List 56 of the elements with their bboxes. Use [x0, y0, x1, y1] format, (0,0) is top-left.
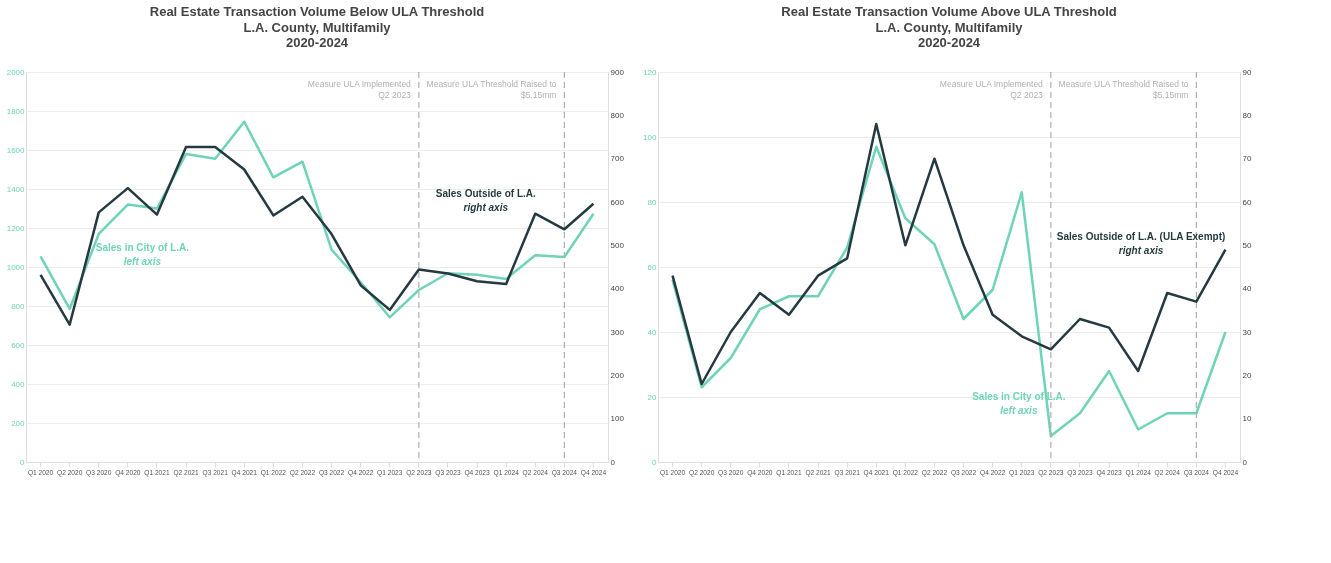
- ref-line-label: Measure ULA Implemented Q2 2023: [307, 79, 412, 100]
- y-tick-label: 600: [11, 340, 26, 350]
- ref-line-label: Measure ULA Implemented Q2 2023: [939, 79, 1044, 100]
- y-tick-label: 400: [11, 379, 26, 389]
- chart-title: Real Estate Transaction Volume Above ULA Threshold: [781, 4, 1117, 19]
- y2-tick-label: 60: [1242, 197, 1252, 207]
- annotation: right axis: [1118, 244, 1164, 256]
- y-tick-label: 2000: [6, 67, 26, 77]
- y2-tick-label: 50: [1242, 240, 1252, 250]
- y-tick-label: 60: [647, 262, 658, 272]
- series-label: Sales Outside of L.A.: [435, 187, 537, 199]
- y2-tick-label: 70: [1242, 154, 1252, 164]
- y2-tick-label: 700: [610, 154, 625, 164]
- chart-subtitle: L.A. County, Multifamily 2020-2024: [243, 20, 392, 50]
- series-label: Sales in City of L.A.: [95, 242, 190, 254]
- y-tick-label: 0: [652, 457, 658, 467]
- y2-tick-label: 600: [610, 197, 625, 207]
- y2-tick-label: 30: [1242, 327, 1252, 337]
- y-tick-label: 1600: [6, 145, 26, 155]
- ref-line-label: Measure ULA Threshold Raised to $5.15mm: [1058, 79, 1189, 100]
- y-tick-label: 100: [643, 132, 658, 142]
- y2-tick-label: 400: [610, 284, 625, 294]
- y2-tick-label: 80: [1242, 110, 1252, 120]
- y-tick-label: 1400: [6, 184, 26, 194]
- y2-tick-label: 900: [610, 67, 625, 77]
- y2-tick-label: 500: [610, 240, 625, 250]
- y-tick-label: 120: [643, 67, 658, 77]
- y-tick-label: 80: [647, 197, 658, 207]
- y-tick-label: 200: [11, 418, 26, 428]
- y2-tick-label: 100: [610, 414, 625, 424]
- series-label: Sales in City of L.A.: [972, 390, 1066, 402]
- annotation: left axis: [123, 256, 162, 268]
- y-tick-label: 1000: [6, 262, 26, 272]
- chart-title: Real Estate Transaction Volume Below ULA Threshold: [149, 4, 485, 19]
- chart-subtitle: L.A. County, Multifamily 2020-2024: [875, 20, 1024, 50]
- y2-tick-label: 10: [1242, 414, 1252, 424]
- annotation: left axis: [1000, 404, 1038, 416]
- y2-tick-label: 300: [610, 327, 625, 337]
- y2-tick-label: 40: [1242, 284, 1252, 294]
- line-series: [39, 145, 595, 326]
- y2-tick-label: 0: [610, 457, 616, 467]
- y2-tick-label: 0: [1242, 457, 1248, 467]
- ref-line-label: Measure ULA Threshold Raised to $5.15mm: [426, 79, 557, 100]
- y2-tick-label: 20: [1242, 370, 1252, 380]
- y-tick-label: 20: [647, 392, 658, 402]
- y2-tick-label: 200: [610, 370, 625, 380]
- annotation: right axis: [463, 201, 509, 213]
- y-tick-label: 0: [20, 457, 26, 467]
- y-tick-label: 40: [647, 327, 658, 337]
- series-label: Sales Outside of L.A. (ULA Exempt): [1056, 230, 1226, 242]
- y-tick-label: 1800: [6, 106, 26, 116]
- y2-tick-label: 800: [610, 110, 625, 120]
- line-series: [671, 122, 1227, 386]
- y2-tick-label: 90: [1242, 67, 1252, 77]
- y-tick-label: 800: [11, 301, 26, 311]
- y-tick-label: 1200: [6, 223, 26, 233]
